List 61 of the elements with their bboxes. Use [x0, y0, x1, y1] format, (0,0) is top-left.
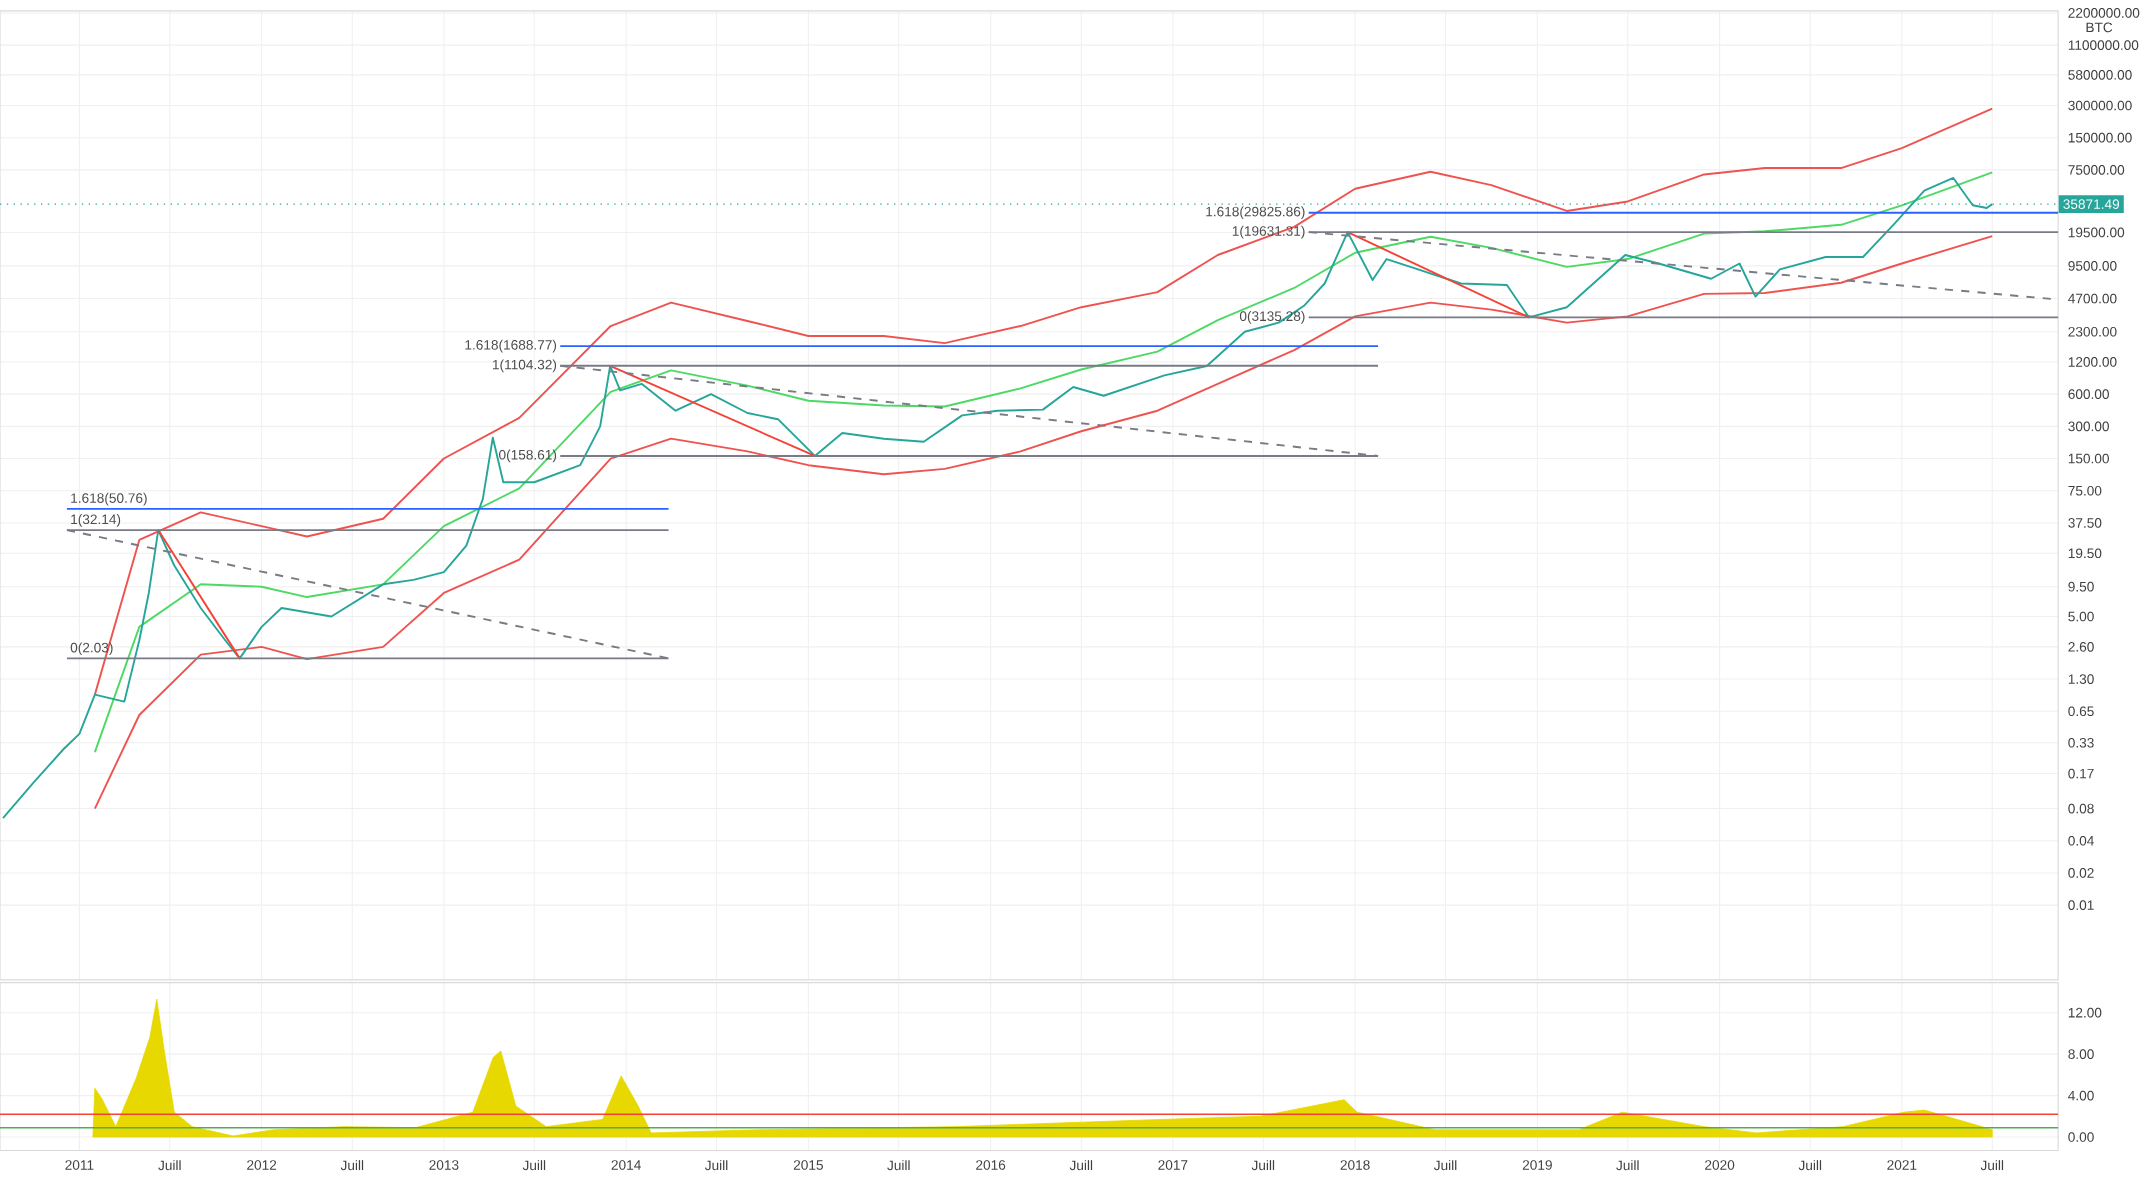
y-tick-label: 600.00 — [2068, 389, 2109, 400]
y-tick-label: 150.00 — [2068, 453, 2109, 464]
annotation: 1.618(1688.77) — [465, 339, 557, 353]
x-tick-label: 2017 — [1158, 1160, 1188, 1171]
y-tick-label: 4700.00 — [2068, 293, 2117, 304]
y-tick-label: 0.02 — [2068, 868, 2094, 879]
y-tick-label: 12.00 — [2068, 1008, 2102, 1018]
y-tick-label: 1.30 — [2068, 674, 2094, 685]
x-tick-label: Juill — [1616, 1160, 1639, 1171]
y-tick-label: 2.60 — [2068, 642, 2094, 652]
y-tick-label: 0.17 — [2068, 768, 2094, 779]
x-tick-label: Juill — [158, 1160, 181, 1171]
ref-line-label: 35871.49 — [2063, 199, 2120, 210]
y-tick-label: 75.00 — [2068, 486, 2102, 496]
x-tick-label: Juill — [1069, 1160, 1093, 1171]
y-tick-label: 0.01 — [2068, 900, 2094, 911]
y-tick-label: 19.50 — [2068, 548, 2102, 559]
annotation: 1(32.14) — [71, 514, 121, 528]
x-tick-label: 2020 — [1705, 1160, 1735, 1171]
y-tick-label: 75000.00 — [2068, 165, 2125, 175]
annotation: 1.618(50.76) — [71, 493, 147, 506]
y-tick-label: 0.33 — [2068, 738, 2094, 748]
y-tick-label: 9.50 — [2068, 582, 2094, 592]
y-tick-label: 150000.00 — [2068, 133, 2132, 143]
y-tick-label: 9500.00 — [2068, 261, 2117, 271]
x-tick-label: Juill — [1980, 1160, 2004, 1171]
x-tick-label: Juill — [1251, 1160, 1275, 1171]
x-tick-label: 2019 — [1522, 1160, 1552, 1171]
y-tick-label: 5.00 — [2068, 611, 2094, 622]
x-tick-label: Juill — [704, 1160, 728, 1171]
y-tick-label: 2300.00 — [2068, 327, 2117, 337]
y-tick-label: 4.00 — [2068, 1090, 2094, 1101]
x-tick-label: 2012 — [247, 1160, 277, 1171]
x-tick-label: 2011 — [65, 1160, 94, 1171]
x-tick-label: Juill — [1433, 1160, 1457, 1171]
y-tick-label: 0.00 — [2068, 1132, 2094, 1143]
y-tick-label: 1200.00 — [2068, 357, 2117, 368]
x-tick-label: Juill — [1798, 1160, 1822, 1171]
x-tick-label: 2016 — [976, 1160, 1006, 1171]
x-tick-label: Juill — [887, 1160, 910, 1171]
annotation: 1.618(29825.86) — [1206, 206, 1305, 220]
x-tick-label: Juill — [340, 1160, 364, 1171]
y-tick-label: 1100000.00 — [2068, 40, 2139, 51]
y-tick-label: 19500.00 — [2068, 227, 2125, 238]
y-tick-label: 0.04 — [2068, 836, 2094, 846]
x-tick-label: 2018 — [1340, 1160, 1370, 1171]
y-tick-label: 580000.00 — [2068, 70, 2132, 80]
y-tick-label: 2200000.00 — [2068, 8, 2140, 19]
x-tick-label: 2015 — [793, 1160, 823, 1171]
y-tick-label: 0.65 — [2068, 706, 2094, 717]
y-tick-label: 300.00 — [2068, 421, 2109, 432]
y-tick-label: 0.08 — [2068, 803, 2094, 814]
x-tick-label: 2014 — [611, 1160, 641, 1171]
x-tick-label: 2013 — [429, 1160, 459, 1171]
y-tick-label: 37.50 — [2068, 518, 2102, 528]
y-tick-label: 8.00 — [2068, 1049, 2094, 1060]
y-tick-label: 300000.00 — [2068, 100, 2132, 111]
annotation: 1(1104.32) — [492, 359, 557, 373]
x-tick-label: Juill — [522, 1160, 546, 1171]
x-tick-label: 2021 — [1887, 1160, 1917, 1171]
y-axis-title: BTC — [2086, 22, 2113, 33]
